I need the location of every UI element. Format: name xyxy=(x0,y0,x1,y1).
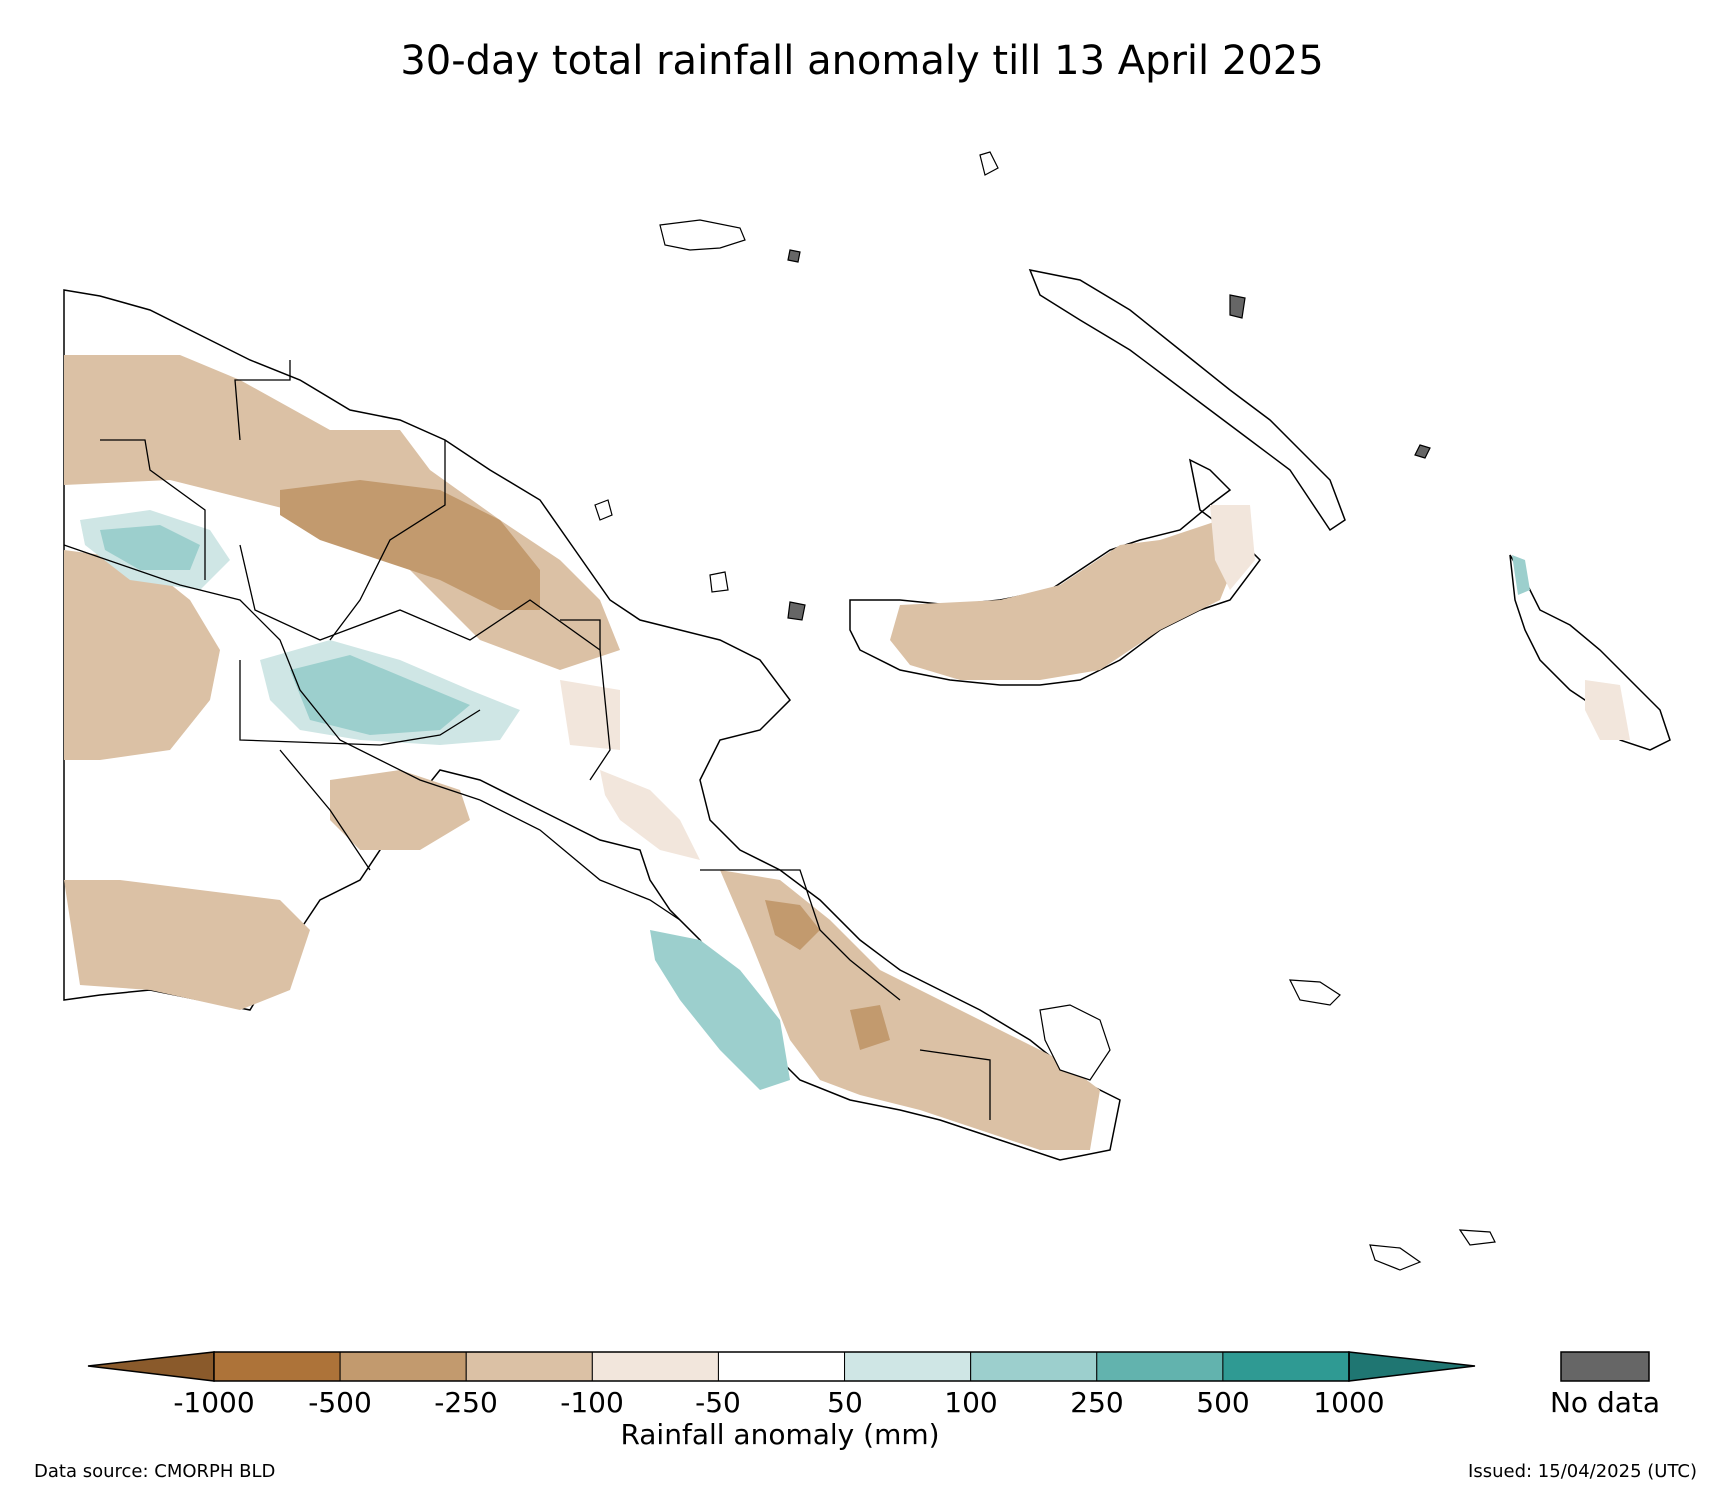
long-island xyxy=(709,571,729,593)
anomaly-wet-coast xyxy=(650,930,790,1090)
anomaly-light-dry-east xyxy=(560,680,700,860)
cb-tick-label: -1000 xyxy=(173,1386,255,1419)
cb-tick-label: 1000 xyxy=(1313,1386,1385,1419)
cb-tick-label: 250 xyxy=(1070,1386,1124,1419)
colorbar-segment xyxy=(1096,1351,1224,1382)
small-islands xyxy=(594,151,1496,1271)
islet-nodata-2 xyxy=(1414,444,1431,459)
colorbar-segment xyxy=(717,1351,846,1382)
islet-nodata-3 xyxy=(787,601,806,621)
colorbar-label: Rainfall anomaly (mm) xyxy=(620,1418,940,1451)
bougainville-wet-north xyxy=(1512,555,1530,595)
cb-tick-label: -250 xyxy=(434,1386,498,1419)
colorbar-frame xyxy=(213,1351,1350,1382)
cb-tick-label: -500 xyxy=(308,1386,372,1419)
anomaly-drier-peninsula xyxy=(765,900,890,1050)
nodata-label: No data xyxy=(1549,1386,1661,1419)
province-boundaries xyxy=(63,360,991,1120)
cb-tick-label: -100 xyxy=(560,1386,624,1419)
data-source: Data source: CMORPH BLD xyxy=(34,1461,276,1482)
anomaly-wetter-central xyxy=(290,655,470,735)
colorbar-segments xyxy=(213,1351,1350,1382)
anomaly-dry-southwest xyxy=(64,880,310,1010)
anomaly-wetter-west xyxy=(100,525,200,570)
colorbar-segment xyxy=(339,1351,467,1382)
colorbar-segment xyxy=(1222,1351,1350,1382)
trobriand-island xyxy=(1288,979,1341,1006)
new-ireland-outline xyxy=(1028,268,1346,532)
cb-tick-label: 500 xyxy=(1196,1386,1250,1419)
dentrecasteaux-island xyxy=(1039,1004,1111,1081)
new-britain-east-light xyxy=(1210,505,1255,590)
cb-tick-label: 100 xyxy=(944,1386,998,1419)
cb-tick-label: 50 xyxy=(827,1386,863,1419)
anomaly-drier-north xyxy=(280,480,540,610)
nodata-swatch xyxy=(1560,1351,1650,1382)
issued-date: Issued: 15/04/2025 (UTC) xyxy=(1468,1461,1697,1482)
colorbar-segment xyxy=(970,1351,1098,1382)
islet-nodata-1 xyxy=(1229,294,1246,319)
woodlark-island xyxy=(1369,1244,1422,1271)
cb-tick-label: -50 xyxy=(695,1386,741,1419)
new-britain xyxy=(849,458,1261,686)
colorbar xyxy=(87,1351,1650,1382)
colorbar-extension-high xyxy=(1348,1351,1476,1382)
bougainville-dry-south xyxy=(1585,680,1630,740)
mainland xyxy=(63,289,1121,1161)
colorbar-segment xyxy=(591,1351,719,1382)
colorbar-segment xyxy=(465,1351,593,1382)
bougainville xyxy=(1509,554,1671,751)
bougainville-outline xyxy=(1509,554,1671,751)
manus-island xyxy=(659,219,746,251)
anomaly-dry-peninsula xyxy=(720,870,1100,1150)
new-britain-dry xyxy=(890,520,1240,680)
new-ireland xyxy=(1028,268,1346,532)
colorbar-segment xyxy=(213,1351,341,1382)
map-title: 30-day total rainfall anomaly till 13 Ap… xyxy=(400,38,1324,84)
colorbar-segment xyxy=(844,1351,972,1382)
mussau-island xyxy=(979,151,999,176)
anomaly-dry-south xyxy=(330,770,470,850)
karkar-island xyxy=(594,499,613,521)
colorbar-extension-low xyxy=(87,1351,215,1382)
admiralty-island-nodata xyxy=(787,249,801,263)
louisiade-island xyxy=(1458,1229,1496,1246)
anomaly-dry-west xyxy=(64,550,220,760)
